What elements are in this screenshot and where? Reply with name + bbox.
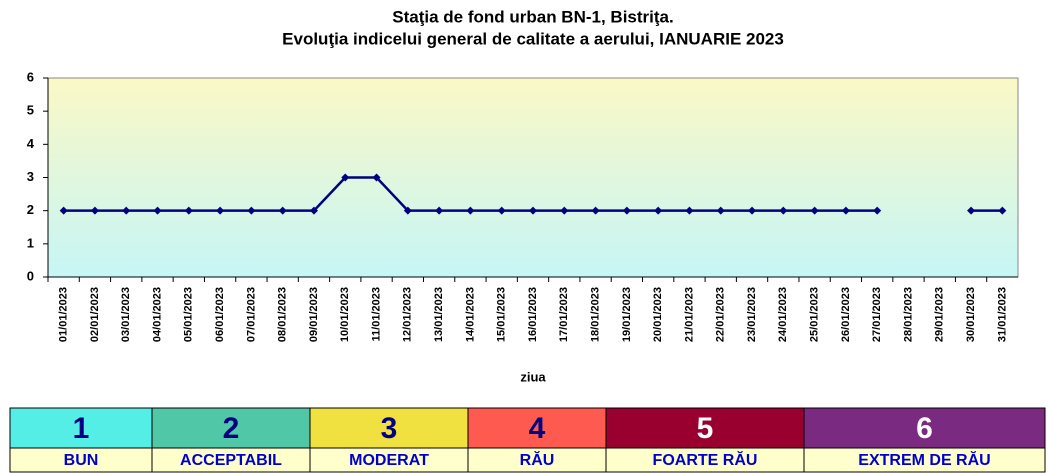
x-tick-label: 13/01/2023: [433, 287, 445, 342]
y-tick-label: 3: [27, 169, 34, 184]
x-tick-label: 31/01/2023: [996, 287, 1008, 342]
legend-label: ACCEPTABIL: [180, 452, 282, 469]
data-point: [529, 206, 537, 215]
y-tick-label: 1: [27, 235, 34, 250]
data-point: [59, 206, 68, 215]
plot-area: [47, 77, 1019, 278]
chart-title: Evoluţia indicelui general de calitate a…: [282, 29, 784, 48]
x-tick-label: 10/01/2023: [339, 287, 351, 342]
x-tick-label: 07/01/2023: [245, 287, 257, 342]
legend-index: 1: [73, 412, 90, 445]
x-tick-label: 23/01/2023: [746, 287, 758, 342]
legend-label-cell: [151, 447, 311, 473]
x-tick-label: 19/01/2023: [621, 287, 633, 342]
data-point: [435, 206, 444, 215]
x-tick-label: 25/01/2023: [809, 287, 821, 342]
legend-swatch: [803, 407, 1046, 449]
data-point: [810, 206, 819, 215]
legend-label-cell: [605, 447, 805, 473]
y-tick-label: 2: [27, 202, 34, 217]
data-point: [560, 206, 569, 215]
x-tick-label: 30/01/2023: [965, 287, 977, 342]
x-tick-label: 20/01/2023: [652, 287, 664, 342]
data-point: [216, 206, 225, 215]
data-point: [779, 206, 788, 215]
data-point: [403, 206, 412, 215]
legend-index: 5: [697, 412, 714, 445]
y-tick-label: 5: [27, 103, 34, 118]
data-point: [748, 206, 757, 215]
x-tick-label: 27/01/2023: [871, 287, 883, 342]
data-point: [967, 206, 976, 215]
x-tick-label: 15/01/2023: [496, 287, 508, 342]
legend-label-cell: [9, 447, 153, 473]
x-tick-label: 14/01/2023: [464, 287, 476, 342]
x-tick-label: 04/01/2023: [151, 287, 163, 342]
legend-label: BUN: [64, 452, 99, 469]
legend-index: 4: [529, 412, 546, 445]
legend-swatch: [309, 407, 469, 449]
x-tick-label: 09/01/2023: [308, 287, 320, 342]
x-tick-label: 24/01/2023: [777, 287, 789, 342]
legend-swatch: [151, 407, 311, 449]
x-tick-label: 21/01/2023: [683, 287, 695, 342]
x-tick-label: 28/01/2023: [902, 287, 914, 342]
y-tick-label: 0: [27, 268, 34, 283]
x-tick-label: 18/01/2023: [589, 287, 601, 342]
data-point: [372, 173, 381, 182]
legend-label: EXTREM DE RĂU: [858, 450, 990, 469]
x-tick-label: 11/01/2023: [370, 287, 382, 341]
data-point: [841, 206, 850, 215]
data-point: [998, 206, 1007, 215]
legend-label: RĂU: [520, 450, 555, 469]
chart-title: Staţia de fond urban BN-1, Bistriţa.: [392, 7, 673, 26]
legend-swatch: [9, 407, 153, 449]
legend-label: MODERAT: [349, 452, 429, 469]
data-point: [622, 206, 631, 215]
data-point: [716, 206, 725, 215]
data-point: [466, 206, 475, 215]
x-axis-label: ziua: [520, 369, 546, 384]
legend-index: 2: [223, 412, 240, 445]
y-tick-label: 4: [27, 136, 35, 151]
data-point: [341, 173, 350, 182]
y-tick-label: 6: [27, 69, 34, 84]
legend-index: 6: [916, 412, 933, 445]
x-tick-label: 17/01/2023: [558, 287, 570, 342]
x-tick-label: 08/01/2023: [277, 287, 289, 342]
x-tick-label: 05/01/2023: [183, 287, 195, 342]
legend-label-cell: [803, 447, 1046, 473]
data-point: [685, 206, 694, 215]
data-point: [497, 206, 506, 215]
x-tick-label: 22/01/2023: [715, 287, 727, 342]
data-point: [184, 206, 193, 215]
data-point: [153, 206, 162, 215]
legend-swatch: [605, 407, 805, 449]
data-point: [873, 206, 882, 215]
data-point: [278, 206, 287, 215]
x-tick-label: 12/01/2023: [402, 287, 414, 342]
legend-index: 3: [381, 412, 398, 445]
x-tick-label: 03/01/2023: [120, 287, 132, 342]
legend-label: FOARTE RĂU: [653, 450, 758, 469]
data-point: [591, 206, 600, 215]
x-tick-label: 26/01/2023: [840, 287, 852, 342]
x-tick-label: 06/01/2023: [214, 287, 226, 342]
x-tick-label: 02/01/2023: [89, 287, 101, 342]
x-tick-label: 01/01/2023: [58, 287, 70, 342]
data-point: [122, 206, 131, 215]
x-tick-label: 16/01/2023: [527, 287, 539, 342]
x-tick-label: 29/01/2023: [934, 287, 946, 342]
data-point: [654, 206, 663, 215]
data-point: [90, 206, 99, 215]
data-point: [309, 206, 318, 215]
legend-label-cell: [309, 447, 469, 473]
data-point: [247, 206, 256, 215]
